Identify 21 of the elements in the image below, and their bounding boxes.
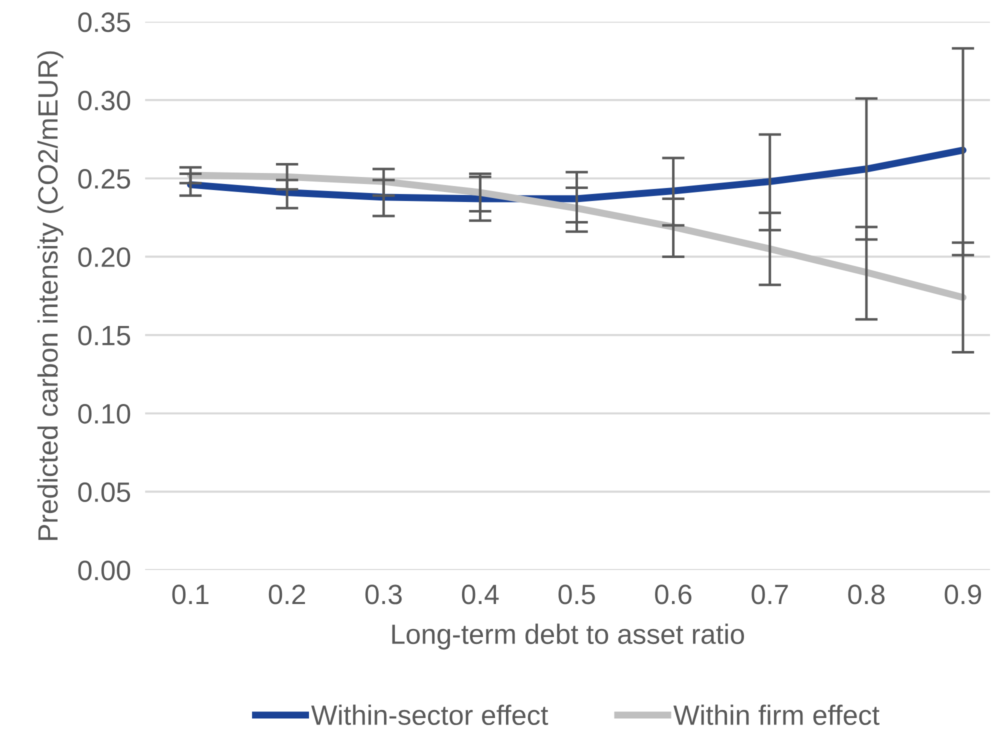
y-tick-label: 0.30 xyxy=(78,90,130,110)
x-tick-label: 0.8 xyxy=(848,584,885,604)
y-tick-label: 0.05 xyxy=(78,482,130,502)
y-axis-title: Predicted carbon intensity (CO2/mEUR) xyxy=(37,51,64,540)
y-tick-label: 0.10 xyxy=(78,404,130,424)
x-tick-label: 0.7 xyxy=(752,584,788,604)
x-tick-label: 0.2 xyxy=(268,584,305,604)
y-tick-label: 0.35 xyxy=(78,12,130,32)
y-tick-label: 0.00 xyxy=(78,560,130,580)
x-tick-label: 0.1 xyxy=(172,584,208,604)
y-tick-label: 0.25 xyxy=(78,169,130,189)
x-tick-label: 0.9 xyxy=(944,584,981,604)
x-tick-label: 0.6 xyxy=(655,584,692,604)
x-axis-title: Long-term debt to asset ratio xyxy=(392,624,744,650)
x-tick-label: 0.4 xyxy=(462,584,499,604)
legend-label: Within firm effect xyxy=(673,704,880,726)
y-tick-label: 0.15 xyxy=(78,326,130,346)
x-tick-label: 0.5 xyxy=(558,584,595,604)
y-tick-label: 0.20 xyxy=(78,247,130,268)
legend-label: Within-sector effect xyxy=(311,704,548,726)
x-tick-label: 0.3 xyxy=(365,584,402,604)
